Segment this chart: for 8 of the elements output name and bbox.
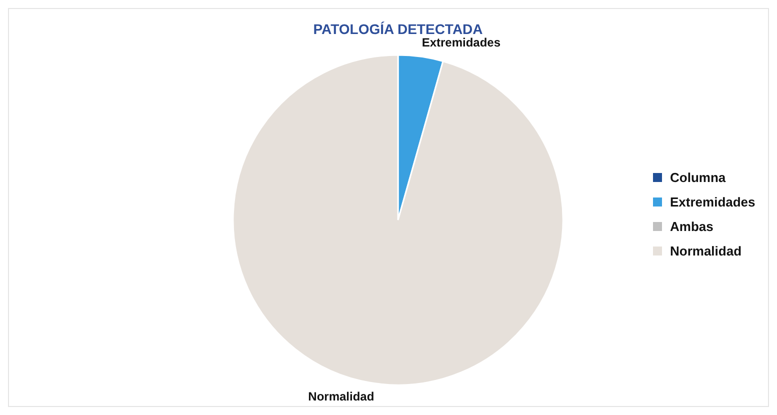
legend-label: Extremidades (670, 194, 756, 210)
legend-label: Columna (670, 170, 726, 185)
slice-label: Extremidades (422, 36, 501, 50)
legend-label: Ambas (670, 219, 714, 234)
legend-label: Normalidad (670, 244, 742, 258)
chart-title: PATOLOGÍA DETECTADA (313, 21, 483, 37)
pie-slice (232, 54, 564, 386)
slice-label: Normalidad (308, 389, 374, 404)
